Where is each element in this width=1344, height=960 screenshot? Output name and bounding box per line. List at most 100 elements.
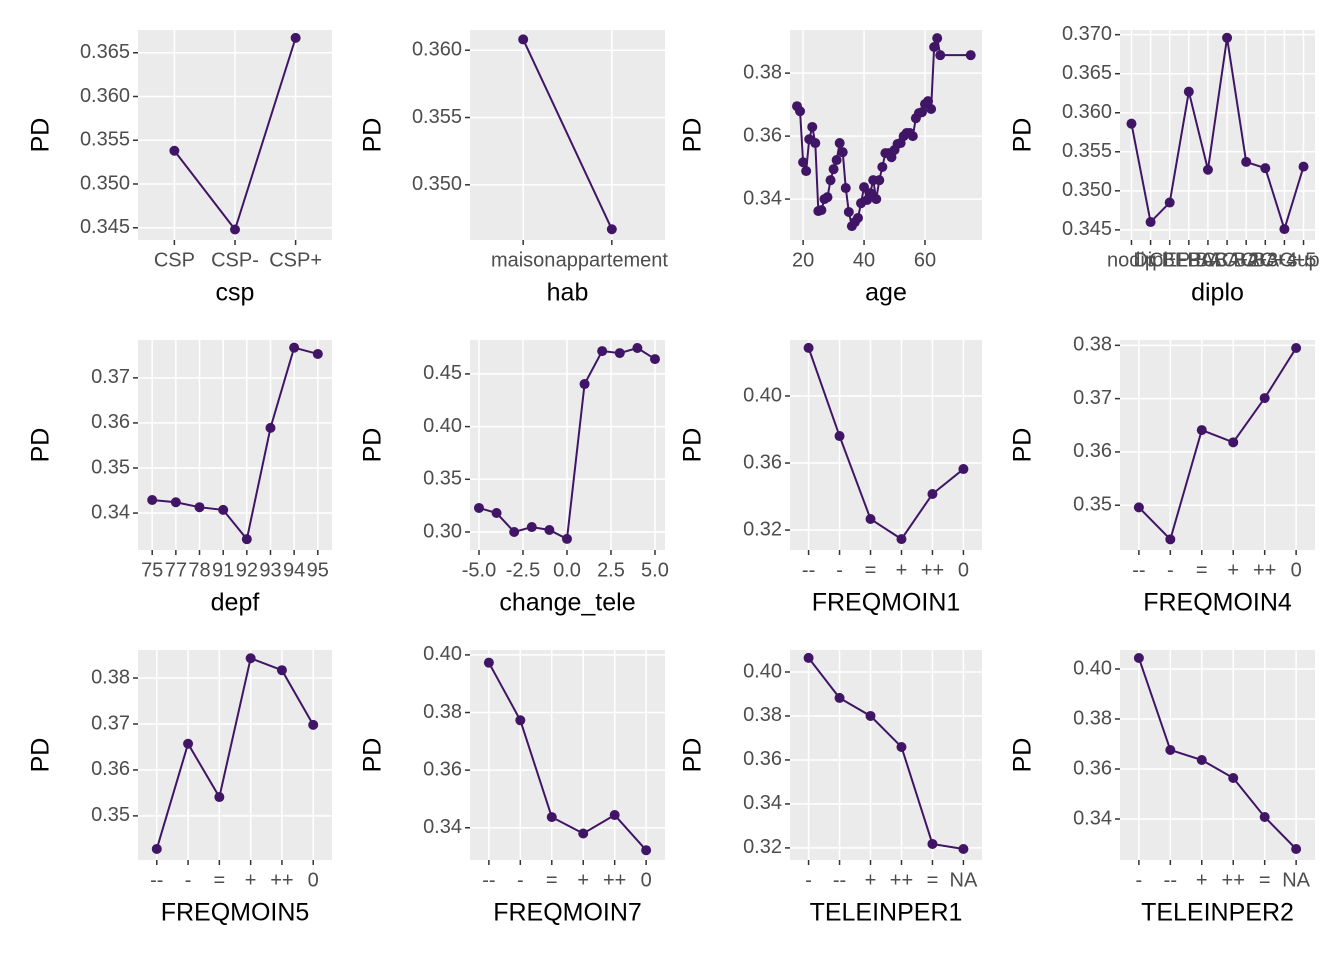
plot-background: [790, 340, 982, 550]
point: [632, 343, 643, 354]
y-tick-label: 0.45: [423, 362, 462, 384]
point: [1165, 534, 1176, 545]
point: [1279, 224, 1290, 235]
y-tick-label: 0.35: [91, 804, 130, 826]
y-tick-label: 0.36: [1073, 757, 1112, 779]
point: [1196, 425, 1207, 436]
y-tick-label: 0.350: [1062, 179, 1112, 201]
point: [491, 508, 502, 519]
point: [218, 504, 229, 515]
point: [1202, 164, 1213, 175]
point: [840, 183, 851, 194]
line: [522, 38, 613, 230]
x-tick-label: 40: [853, 249, 875, 271]
point: [241, 534, 252, 545]
point: [515, 715, 526, 726]
point: [896, 741, 907, 752]
y-tick-label: 0.38: [743, 61, 782, 83]
y-tick-label: 0.40: [423, 415, 462, 437]
point: [852, 212, 863, 223]
point: [1259, 812, 1270, 822]
x-tick-label: --: [1132, 559, 1145, 581]
x-axis-title: diplo: [1191, 279, 1244, 307]
x-tick-label: ++: [890, 869, 913, 891]
y-axis-title: PD: [27, 428, 55, 463]
y-tick-label: 0.345: [1062, 218, 1112, 240]
x-axis-title: depf: [211, 589, 260, 617]
point: [561, 533, 572, 544]
plot-background: [1120, 650, 1315, 860]
point: [579, 379, 590, 390]
x-tick-label: =: [865, 559, 877, 581]
point: [509, 526, 520, 537]
x-tick-label: 0: [958, 559, 969, 581]
y-tick-label: 0.355: [1062, 140, 1112, 162]
x-tick-label: =: [546, 869, 558, 891]
point: [609, 810, 620, 821]
y-tick-label: 0.36: [743, 748, 782, 770]
point: [290, 32, 301, 43]
point: [1126, 118, 1137, 129]
y-tick-label: 0.360: [1062, 101, 1112, 123]
point: [312, 348, 323, 359]
x-tick-label: 0: [641, 869, 652, 891]
y-tick-label: 0.36: [91, 411, 130, 433]
point: [578, 828, 589, 839]
point: [265, 422, 276, 433]
x-tick-label: +: [577, 869, 589, 891]
point: [929, 42, 940, 53]
x-tick-label: BAC+2: [1195, 249, 1259, 271]
x-tick-label: 95: [307, 559, 329, 581]
x-tick-label: BAC: [1187, 249, 1228, 271]
point: [1298, 161, 1309, 172]
point: [816, 205, 827, 216]
y-axis-title: PD: [1009, 118, 1037, 153]
point: [289, 342, 300, 353]
x-tick-label: -5.0: [462, 559, 496, 581]
x-tick-label: --: [1164, 869, 1177, 891]
plot-background: [138, 340, 332, 550]
x-axis-title: hab: [547, 279, 589, 307]
point: [169, 145, 180, 156]
x-tick-label: -2.5: [506, 559, 540, 581]
point: [798, 157, 809, 168]
x-tick-label: 60: [914, 249, 936, 271]
x-tick-label: +: [1196, 869, 1208, 891]
point: [803, 652, 814, 663]
x-tick-label: 93: [259, 559, 281, 581]
y-tick-label: 0.355: [80, 129, 130, 151]
y-axis-title: PD: [1009, 428, 1037, 463]
y-tick-label: 0.35: [423, 468, 462, 490]
x-tick-label: ++: [921, 559, 944, 581]
y-tick-label: 0.36: [1073, 440, 1112, 462]
point: [473, 502, 484, 513]
y-tick-label: 0.38: [1073, 707, 1112, 729]
y-tick-label: 0.34: [1073, 807, 1112, 829]
point: [308, 719, 319, 730]
y-tick-label: 0.37: [91, 712, 130, 734]
point: [935, 50, 946, 61]
x-tick-label: -: [805, 869, 812, 891]
y-tick-label: 0.350: [80, 172, 130, 194]
x-axis-title: age: [865, 279, 907, 307]
point: [834, 431, 845, 442]
x-tick-label: 91: [212, 559, 234, 581]
x-axis-title: change_tele: [499, 589, 635, 617]
x-tick-label: +: [245, 869, 257, 891]
x-tick-label: BAC+5: [1252, 249, 1316, 271]
point: [1291, 844, 1302, 854]
x-tick-label: 20: [792, 249, 814, 271]
point: [641, 845, 652, 856]
x-axis-title: TELEINPER1: [810, 899, 963, 927]
point: [649, 354, 660, 365]
x-tick-label: -: [517, 869, 524, 891]
point: [214, 792, 225, 803]
point: [865, 188, 876, 199]
x-tick-label: -: [1136, 869, 1143, 891]
y-axis-title: PD: [679, 738, 707, 773]
y-tick-label: 0.40: [743, 384, 782, 406]
x-tick-label: BAC+3: [1214, 249, 1278, 271]
x-tick-label: 0: [1291, 559, 1302, 581]
y-tick-label: 0.350: [412, 173, 462, 195]
point: [1291, 342, 1302, 353]
